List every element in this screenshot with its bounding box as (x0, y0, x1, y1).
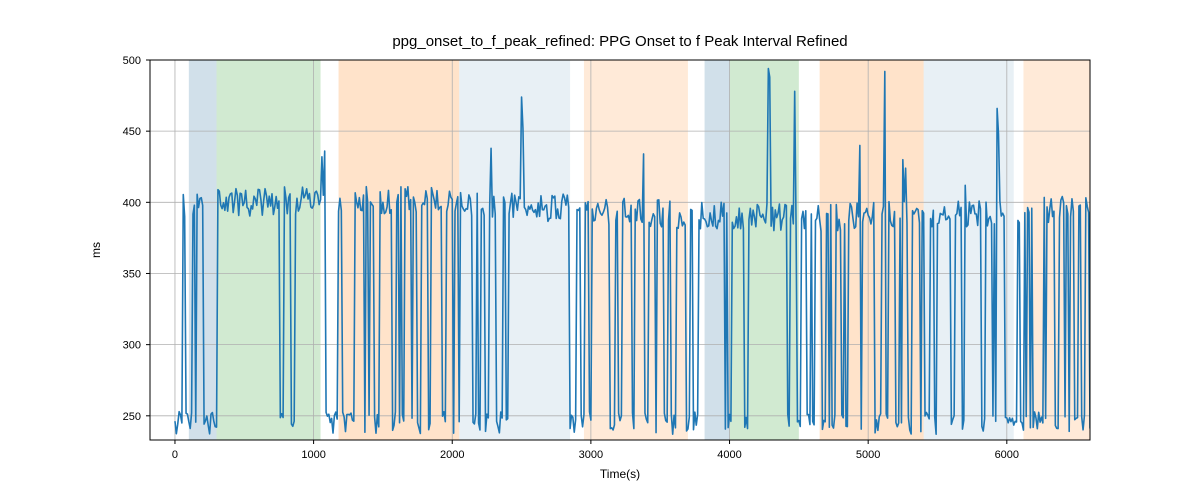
xtick-label: 2000 (440, 449, 464, 461)
xtick-label: 5000 (856, 449, 880, 461)
band (217, 60, 321, 440)
ytick-label: 400 (123, 197, 141, 209)
ytick-label: 300 (123, 340, 141, 352)
xtick-label: 0 (172, 449, 178, 461)
ytick-label: 500 (123, 55, 141, 67)
xtick-label: 1000 (301, 449, 325, 461)
xtick-label: 6000 (995, 449, 1019, 461)
xlabel: Time(s) (600, 467, 640, 481)
band (730, 60, 799, 440)
band (584, 60, 688, 440)
chart-title: ppg_onset_to_f_peak_refined: PPG Onset t… (392, 33, 847, 50)
xtick-label: 3000 (579, 449, 603, 461)
ytick-label: 350 (123, 268, 141, 280)
ppg-chart: 0 1000 2000 3000 4000 5000 6000 250 300 350 400 450… (0, 0, 1200, 500)
chart-svg: 0 1000 2000 3000 4000 5000 6000 250 300 350 400 450… (0, 0, 1200, 500)
xtick-label: 4000 (717, 449, 741, 461)
ytick-label: 450 (123, 126, 141, 138)
ylabel: ms (89, 242, 103, 258)
ytick-label: 250 (123, 411, 141, 423)
